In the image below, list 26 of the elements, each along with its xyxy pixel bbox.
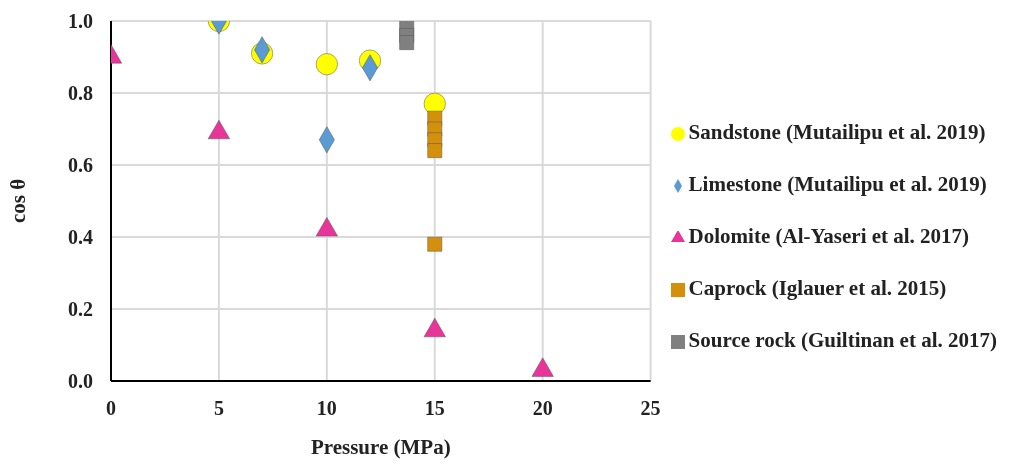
x-tick-label: 5 (213, 397, 224, 420)
legend-label: Dolomite (Al-Yaseri et al. 2017) (688, 224, 970, 248)
point (427, 143, 443, 158)
point (423, 317, 446, 338)
x-tick-label: 20 (532, 397, 553, 420)
y-tick-label: 0.0 (68, 370, 93, 393)
y-tick-label: 0.2 (68, 298, 93, 321)
y-tick-label: 0.6 (68, 154, 93, 177)
x-tick-label: 0 (106, 397, 116, 420)
legend-label: Sandstone (Mutailipu et al. 2019) (688, 120, 986, 144)
legend-label: Source rock (Guiltinan et al. 2017) (688, 328, 997, 352)
x-tick-label: 25 (640, 397, 661, 420)
point (427, 236, 443, 252)
y-tick-label: 0.8 (68, 82, 93, 105)
y-tick-label: 0.4 (68, 226, 93, 249)
x-tick-label: 10 (316, 397, 337, 420)
legend-label: Caprock (Iglauer et al. 2015) (688, 276, 947, 300)
x-axis-title: Pressure (MPa) (310, 435, 451, 459)
y-tick-label: 1.0 (68, 10, 93, 33)
legend-label: Limestone (Mutailipu et al. 2019) (688, 172, 987, 196)
point (315, 217, 338, 237)
point (315, 53, 338, 76)
point (399, 35, 415, 50)
point (531, 357, 554, 377)
y-axis-title: cos θ (6, 178, 31, 224)
x-tick-label: 15 (424, 397, 445, 420)
